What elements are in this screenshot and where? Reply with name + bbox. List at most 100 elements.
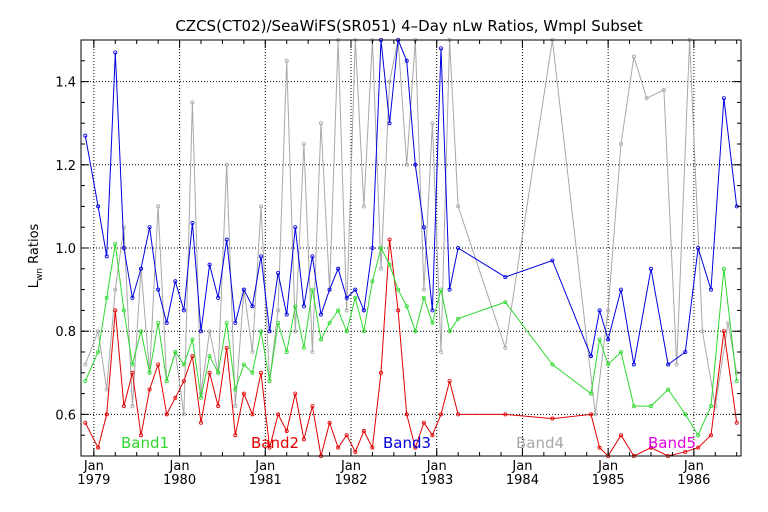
data-point-band1: [456, 316, 461, 321]
series-line-band2: [84, 239, 738, 457]
data-point-band1: [666, 387, 671, 392]
data-point-band4: [130, 404, 135, 409]
data-point-band3: [404, 58, 409, 63]
y-tick-label: 1.2: [55, 159, 76, 174]
data-point-band4: [631, 54, 636, 59]
x-tick-label-month: Jan: [169, 459, 190, 474]
data-point-band1: [413, 329, 418, 334]
series-line-band4: [84, 39, 738, 415]
data-point-band1: [224, 320, 229, 325]
data-point-band1: [353, 295, 358, 300]
data-point-band4: [284, 58, 289, 63]
data-point-band2: [413, 445, 418, 450]
data-point-band1: [241, 362, 246, 367]
data-point-band1: [361, 329, 366, 334]
data-point-band3: [104, 254, 109, 259]
y-axis-label-sub: wn: [35, 268, 45, 281]
data-point-band4: [503, 345, 508, 350]
data-point-band1: [631, 404, 636, 409]
data-point-band3: [181, 308, 186, 313]
data-point-band2: [327, 420, 332, 425]
x-tick-label-year: 1983: [420, 473, 453, 488]
data-point-band2: [233, 433, 238, 438]
data-point-band2: [336, 445, 341, 450]
x-tick-label-year: 1986: [677, 473, 710, 488]
data-point-band2: [344, 433, 349, 438]
data-point-band3: [597, 308, 602, 313]
y-axis-label-main: L: [27, 280, 42, 288]
data-point-band3: [666, 362, 671, 367]
data-point-band3: [344, 295, 349, 300]
data-point-band1: [683, 412, 688, 417]
data-point-band4: [310, 349, 315, 354]
data-point-band1: [318, 337, 323, 342]
data-point-band1: [147, 370, 152, 375]
x-tick-label-year: 1984: [506, 473, 539, 488]
data-point-band4: [606, 308, 611, 313]
data-point-band3: [550, 258, 555, 263]
data-point-band2: [258, 370, 263, 375]
tick-labels: 0.60.81.01.21.4Jan1979Jan1980Jan1981Jan1…: [55, 76, 710, 488]
data-point-band3: [336, 266, 341, 271]
data-point-band2: [301, 437, 306, 442]
data-point-band4: [344, 308, 349, 313]
data-point-band4: [644, 96, 649, 101]
data-point-band3: [113, 50, 118, 55]
data-point-band3: [258, 254, 263, 259]
data-point-band3: [721, 96, 726, 101]
data-point-band1: [156, 320, 161, 325]
x-tick-label-month: Jan: [426, 459, 447, 474]
data-point-band3: [370, 245, 375, 250]
data-point-band4: [619, 141, 624, 146]
data-point-band3: [631, 362, 636, 367]
data-point-band4: [404, 162, 409, 167]
data-point-band3: [121, 245, 126, 250]
data-point-band2: [138, 433, 143, 438]
data-point-band4: [438, 349, 443, 354]
data-point-band1: [649, 404, 654, 409]
data-point-band2: [696, 445, 701, 450]
x-tick-label-month: Jan: [340, 459, 361, 474]
data-point-band3: [276, 270, 281, 275]
data-point-band1: [696, 433, 701, 438]
data-point-band4: [250, 349, 255, 354]
data-point-band2: [404, 412, 409, 417]
data-point-band2: [550, 416, 555, 421]
data-point-band3: [353, 287, 358, 292]
data-point-band1: [370, 279, 375, 284]
data-point-band3: [421, 225, 426, 230]
data-point-band2: [709, 433, 714, 438]
data-point-band3: [267, 329, 272, 334]
data-point-band3: [387, 121, 392, 126]
data-point-band4: [301, 141, 306, 146]
data-point-band2: [250, 412, 255, 417]
data-point-band3: [619, 287, 624, 292]
x-tick-label-month: Jan: [683, 459, 704, 474]
y-axis-label-rest: Ratios: [27, 223, 42, 268]
data-point-band1: [378, 245, 383, 250]
data-point-band3: [130, 295, 135, 300]
data-point-band2: [370, 445, 375, 450]
x-tick-label-month: Jan: [511, 459, 532, 474]
data-point-band1: [589, 391, 594, 396]
data-point-band2: [181, 379, 186, 384]
data-point-band3: [430, 308, 435, 313]
x-tick-label-month: Jan: [83, 459, 104, 474]
data-point-band3: [207, 262, 212, 267]
data-point-band3: [649, 266, 654, 271]
data-point-band2: [96, 445, 101, 450]
legend-band4: Band4: [516, 434, 564, 452]
data-point-band4: [456, 204, 461, 209]
data-point-band3: [284, 312, 289, 317]
data-point-band4: [96, 329, 101, 334]
data-point-band4: [700, 329, 705, 334]
data-point-band4: [207, 329, 212, 334]
data-point-band2: [310, 404, 315, 409]
data-point-band1: [387, 262, 392, 267]
x-tick-label-year: 1981: [249, 473, 282, 488]
x-tick-label-month: Jan: [597, 459, 618, 474]
data-point-band1: [113, 241, 118, 246]
data-point-band1: [336, 308, 341, 313]
data-point-band2: [421, 420, 426, 425]
data-point-band2: [267, 445, 272, 450]
